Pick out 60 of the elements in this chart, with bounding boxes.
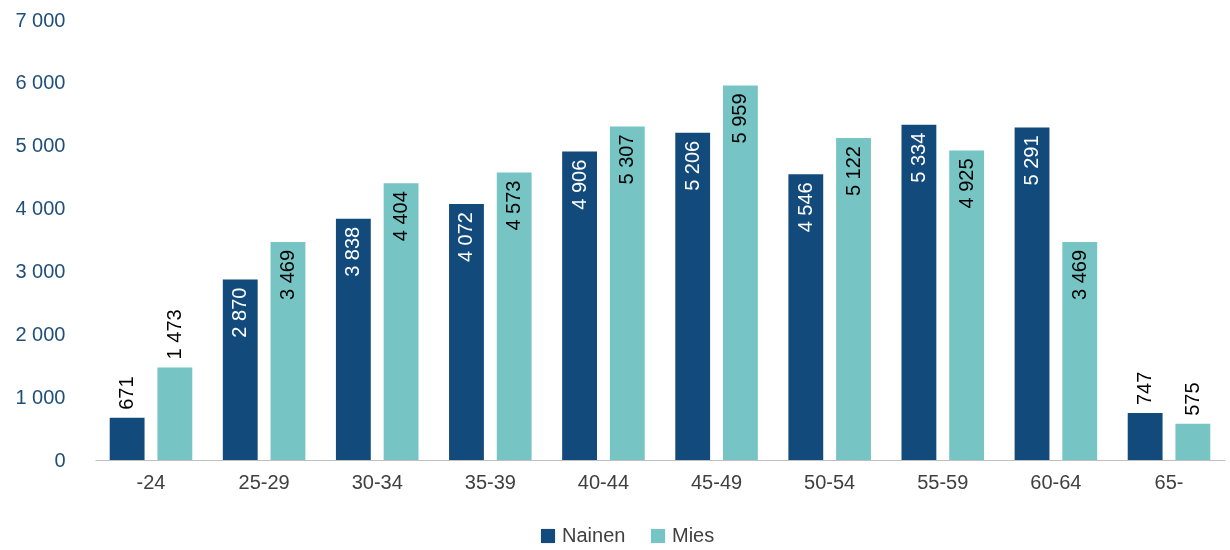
data-label: 5 206 [680, 140, 703, 191]
x-tick-label: -24 [136, 470, 166, 493]
data-label: 5 334 [906, 132, 929, 183]
bar [562, 151, 597, 460]
bar [496, 172, 532, 460]
bar [1127, 413, 1163, 460]
bar [157, 367, 193, 460]
y-tick-label: 5 000 [15, 134, 66, 157]
data-label: 4 404 [389, 191, 412, 242]
data-label: 4 072 [454, 212, 477, 263]
bar [949, 150, 985, 460]
data-label: 5 307 [615, 134, 638, 185]
x-tick-label: 25-29 [238, 470, 290, 493]
data-label: 5 122 [841, 146, 864, 197]
bar [788, 174, 824, 460]
data-label: 2 870 [228, 287, 251, 338]
data-label: 4 573 [502, 180, 525, 231]
legend-label: Mies [672, 524, 715, 546]
data-label: 3 469 [1067, 249, 1090, 301]
y-tick-label: 1 000 [15, 385, 66, 408]
x-tick-label: 65- [1154, 470, 1184, 493]
data-label: 3 838 [341, 226, 364, 277]
bar [222, 279, 258, 460]
y-tick-label: 3 000 [15, 259, 66, 282]
data-label: 4 925 [954, 158, 977, 209]
x-tick-label: 45-49 [690, 470, 743, 493]
data-label: 4 906 [567, 159, 590, 210]
y-tick-label: 4 000 [15, 197, 66, 220]
bar [1062, 241, 1098, 460]
x-tick-label: 50-54 [804, 470, 856, 493]
bar [449, 204, 484, 460]
bar [335, 218, 371, 460]
x-tick-label: 35-39 [464, 470, 516, 493]
data-label: 3 469 [275, 249, 298, 301]
bar [901, 124, 937, 460]
data-label: 671 [115, 376, 138, 410]
y-tick-label: 6 000 [15, 71, 66, 94]
bar [836, 138, 871, 460]
x-tick-label: 30-34 [351, 470, 403, 493]
x-tick-label: 40-44 [577, 470, 630, 493]
bar [1175, 423, 1211, 460]
data-label: 4 546 [793, 182, 816, 233]
bar [675, 132, 711, 460]
data-label: 575 [1180, 382, 1203, 416]
bar [723, 85, 758, 460]
data-label: 747 [1133, 371, 1156, 406]
x-tick-label: 60-64 [1030, 470, 1082, 493]
data-label: 5 959 [728, 93, 751, 144]
y-tick-label: 7 000 [15, 8, 66, 31]
bar [270, 241, 306, 460]
data-label: 1 473 [162, 309, 185, 360]
legend-label: Nainen [562, 524, 626, 546]
bar [609, 126, 645, 460]
y-tick-label: 2 000 [15, 322, 66, 345]
y-tick-label: 0 [54, 448, 66, 471]
bar [109, 417, 145, 460]
data-label: 5 291 [1020, 135, 1043, 186]
bar [1014, 127, 1050, 460]
x-tick-label: 55-59 [917, 470, 969, 493]
bar [383, 183, 419, 460]
